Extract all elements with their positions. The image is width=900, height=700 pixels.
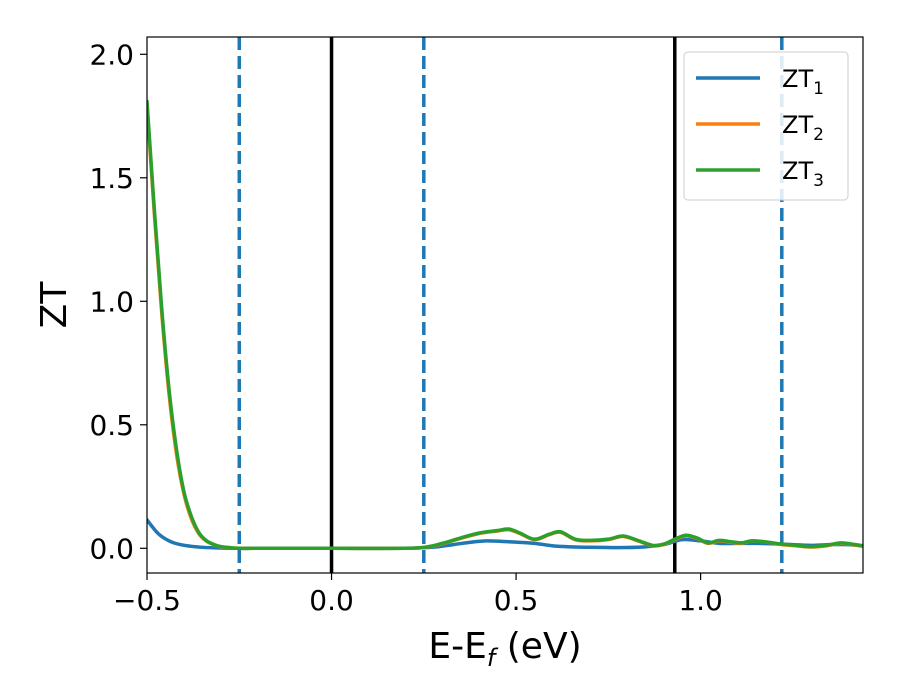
y-tick-label: 1.0	[89, 285, 134, 318]
x-axis-ticks: −0.5 0.0 0.5 1.0	[113, 573, 723, 617]
legend: ZT1 ZT2 ZT3	[683, 51, 849, 201]
y-tick-label: 0.5	[89, 409, 134, 442]
legend-label-2: ZT2	[782, 111, 824, 145]
series-line-3	[147, 99, 863, 551]
y-axis-ticks: 0.0 0.5 1.0 1.5 2.0	[89, 38, 147, 565]
vertical-reference-lines	[237, 37, 784, 573]
legend-label-1: ZT1	[782, 65, 824, 99]
series-lines	[147, 99, 863, 551]
y-tick-label: 2.0	[89, 38, 134, 71]
legend-box	[683, 51, 849, 201]
x-axis-label: E-Ef (eV)	[428, 626, 581, 672]
y-tick-label: 1.5	[89, 162, 134, 195]
y-axis-label: ZT	[34, 281, 75, 329]
x-tick-label: 0.5	[494, 584, 539, 617]
y-tick-label: 0.0	[89, 532, 134, 565]
x-tick-label: 1.0	[678, 584, 723, 617]
x-tick-label: −0.5	[113, 584, 181, 617]
plot-frame	[146, 36, 864, 574]
legend-label-3: ZT3	[782, 157, 824, 191]
x-tick-label: 0.0	[309, 584, 354, 617]
